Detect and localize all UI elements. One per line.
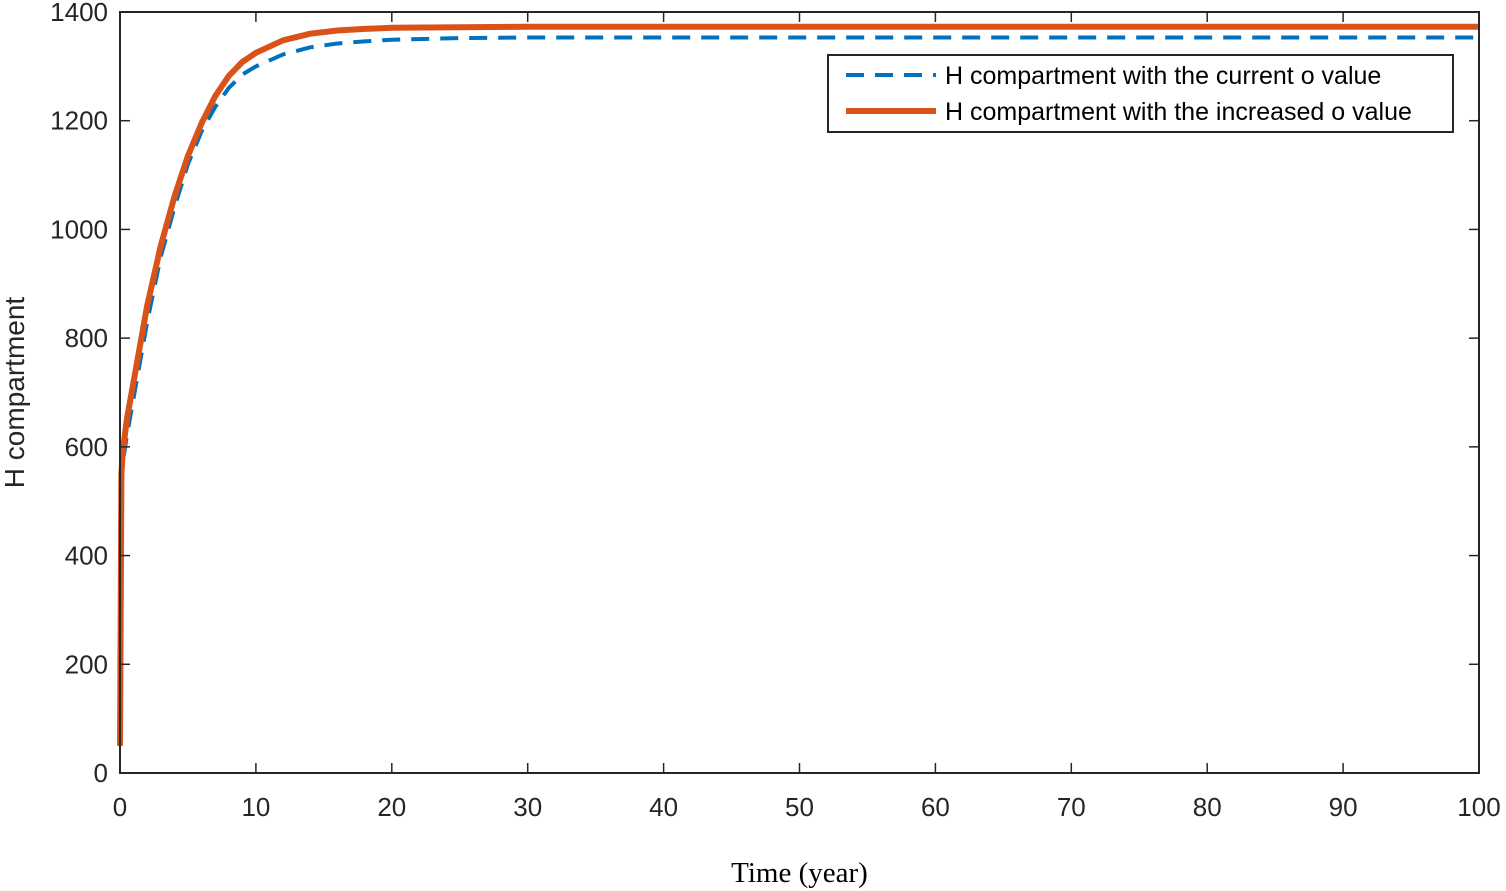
ticks-layer: 0 10 20 30 40 50 60 70 80 90 100020040060080010001…	[50, 0, 1501, 822]
y-tick-label: 1200	[50, 106, 108, 136]
y-tick-label: 1400	[50, 0, 108, 27]
y-axis-label: H compartment	[0, 297, 30, 489]
y-tick-label: 800	[65, 323, 108, 353]
x-tick-label: 50	[785, 792, 814, 822]
legend: H compartment with the current o value H…	[827, 54, 1454, 133]
y-tick-label: 200	[65, 649, 108, 679]
y-tick-label: 0	[94, 758, 108, 788]
legend-label-increased: H compartment with the increased o value	[945, 98, 1412, 126]
x-tick-label: 40	[649, 792, 678, 822]
x-tick-label: 20	[377, 792, 406, 822]
y-tick-label: 600	[65, 432, 108, 462]
y-tick-label: 400	[65, 541, 108, 571]
x-axis-label: Time (year)	[731, 857, 868, 889]
x-tick-label: 10	[241, 792, 270, 822]
series-line-increased	[117, 23, 1479, 746]
x-tick-label: 70	[1057, 792, 1086, 822]
x-tick-label: 30	[513, 792, 542, 822]
legend-label-current: H compartment with the current o value	[945, 62, 1381, 90]
x-tick-label: 60	[921, 792, 950, 822]
series-layer	[117, 23, 1479, 746]
series-line-current	[118, 35, 1479, 746]
x-tick-label: 100	[1457, 792, 1500, 822]
y-tick-label: 1000	[50, 214, 108, 244]
x-tick-label: 90	[1329, 792, 1358, 822]
legend-box	[827, 54, 1454, 133]
x-tick-label: 80	[1193, 792, 1222, 822]
x-tick-label: 0	[113, 792, 127, 822]
